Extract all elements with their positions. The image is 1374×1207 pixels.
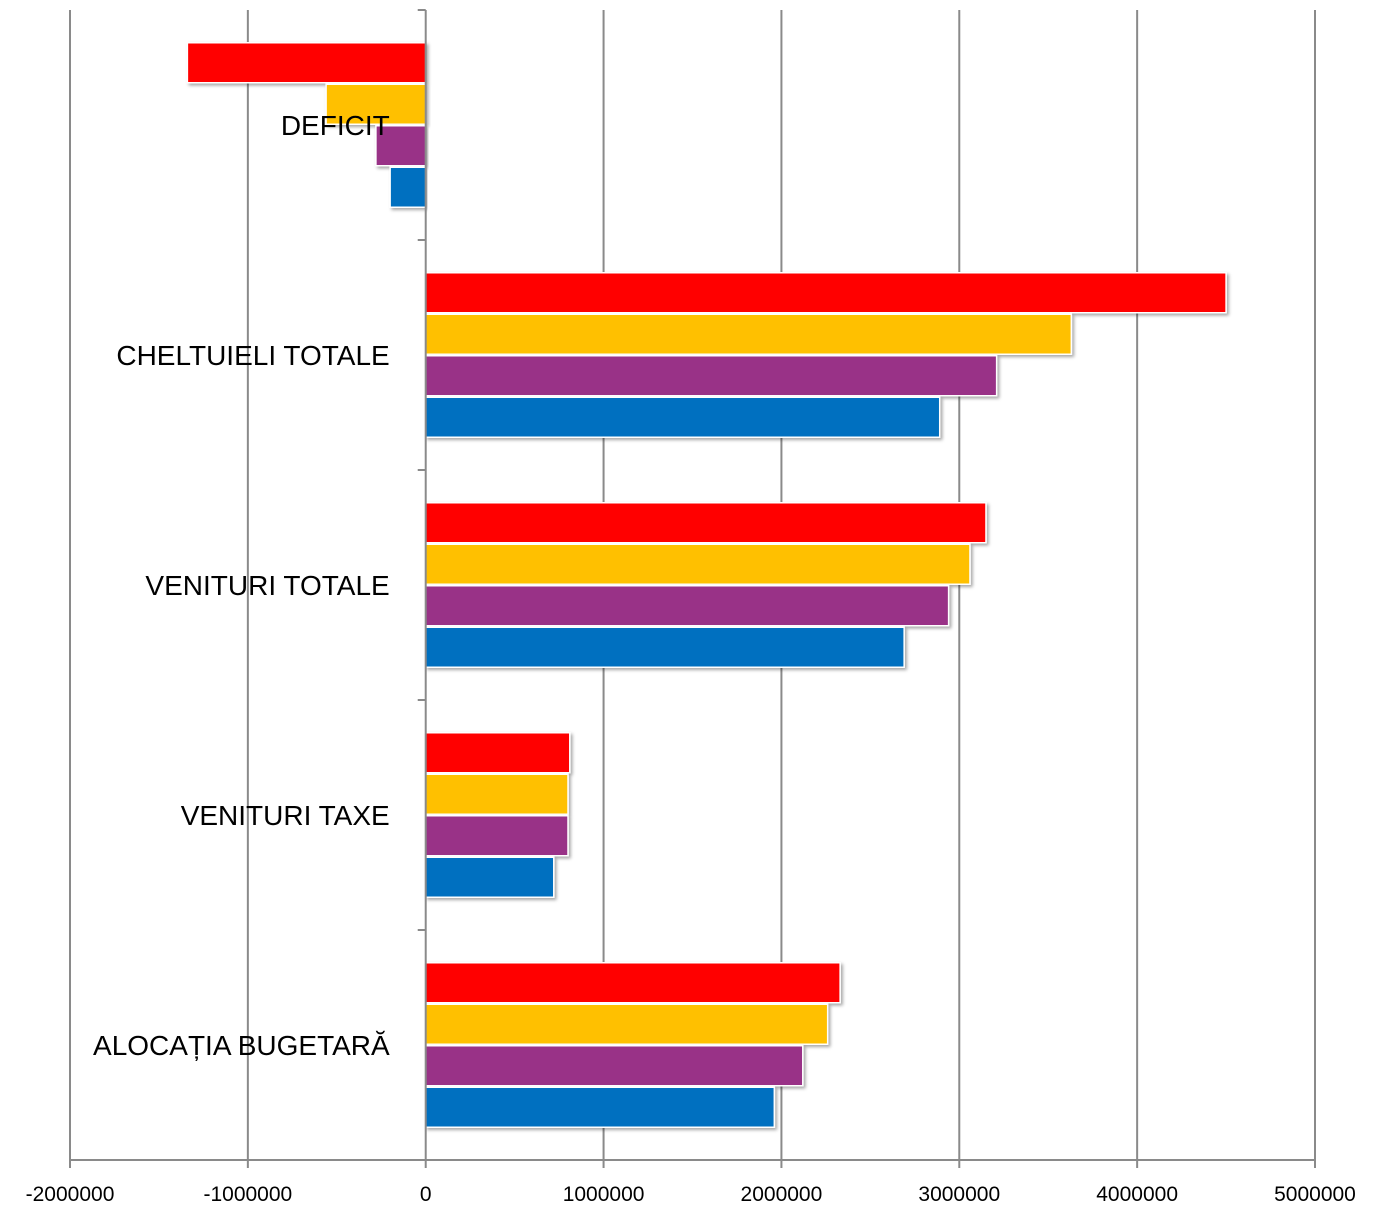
x-tick-label: 0 — [420, 1183, 432, 1206]
bar — [325, 83, 427, 125]
x-tick-label: -1000000 — [203, 1183, 292, 1206]
category-label: DEFICIT — [281, 110, 390, 141]
bar — [424, 815, 569, 857]
bar — [424, 355, 998, 397]
bar — [424, 1086, 776, 1128]
bar — [424, 962, 841, 1004]
category-label: CHELTUIELI TOTALE — [116, 340, 389, 371]
bar — [424, 732, 571, 774]
bar — [424, 313, 1073, 355]
bar — [186, 42, 427, 84]
bar — [424, 543, 971, 585]
x-tick-label: 1000000 — [563, 1183, 645, 1206]
bar — [424, 773, 569, 815]
bar — [424, 396, 941, 438]
bar — [424, 856, 555, 898]
bar — [424, 585, 950, 627]
bar — [424, 1045, 804, 1087]
bar — [424, 502, 987, 544]
x-tick-label: -2000000 — [26, 1183, 115, 1206]
category-label: VENITURI TOTALE — [145, 570, 389, 601]
category-label: VENITURI TAXE — [181, 800, 390, 831]
bar — [424, 272, 1227, 314]
bar — [389, 166, 427, 208]
x-tick-label: 2000000 — [741, 1183, 823, 1206]
bar — [375, 125, 427, 167]
x-tick-label: 5000000 — [1274, 1183, 1356, 1206]
bar — [424, 1003, 829, 1045]
bars — [186, 42, 1227, 1128]
labels: -2000000 -1000000 0 1000000 2000000 3000000 40… — [26, 110, 1356, 1206]
bar — [424, 626, 905, 668]
x-tick-label: 3000000 — [918, 1183, 1000, 1206]
x-tick-label: 4000000 — [1096, 1183, 1178, 1206]
category-label: ALOCAȚIA BUGETARĂ — [93, 1030, 390, 1061]
axes — [69, 9, 1316, 1168]
